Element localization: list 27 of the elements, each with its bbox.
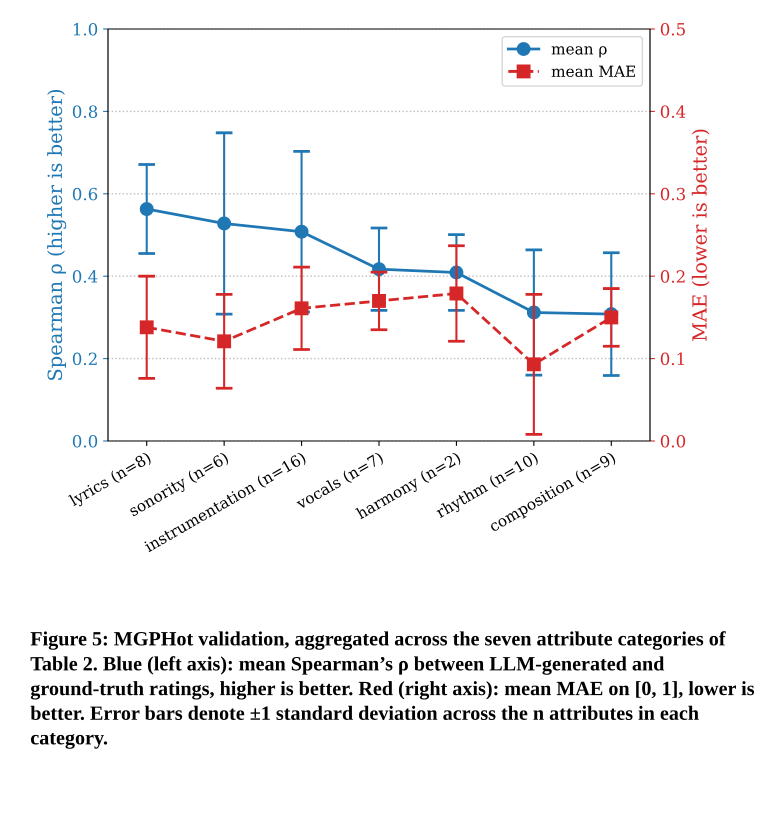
point — [372, 294, 386, 308]
point — [526, 357, 541, 372]
y2-tick-label: 0.1 — [660, 352, 684, 366]
caption: Figure 5: MGPHot validation, aggregated across the seven attribute categories of Table 2. Blue (left axis): mean Spearman’s ρ between LLM-generated and ground-truth ratings, higher is better. Red (right axis): mean MAE on [0, 1], lower is better. Error bars denote ±1 standard deviation across the n attributes in each category. — [30, 631, 754, 749]
y-axis-title: Spearman ρ (higher is better) — [47, 90, 66, 380]
y2-tick-label: 0.4 — [660, 105, 686, 118]
legend-label: mean MAE — [552, 66, 636, 77]
y-tick-label: 1.0 — [74, 22, 98, 36]
point — [604, 310, 618, 324]
y-tick-label: 0.0 — [72, 434, 98, 448]
point — [294, 224, 309, 239]
point — [294, 301, 309, 316]
point — [140, 320, 154, 334]
legend-label: mean ρ — [552, 46, 607, 58]
point — [217, 216, 232, 230]
y-tick-label: 0.4 — [72, 270, 98, 283]
point — [140, 202, 154, 216]
point — [449, 286, 464, 300]
y-tick-label: 0.2 — [72, 352, 97, 366]
y2-tick-label: 0.3 — [660, 188, 685, 200]
y2-tick-label: 0.0 — [660, 434, 686, 448]
y-tick-label: 0.8 — [72, 105, 98, 118]
y2-axis-title: MAE (lower is better) — [692, 130, 710, 341]
y-tick-label: 0.6 — [72, 188, 98, 200]
y2-tick-label: 0.5 — [660, 22, 685, 36]
y2-tick-label: 0.2 — [660, 270, 685, 283]
point — [217, 334, 232, 348]
